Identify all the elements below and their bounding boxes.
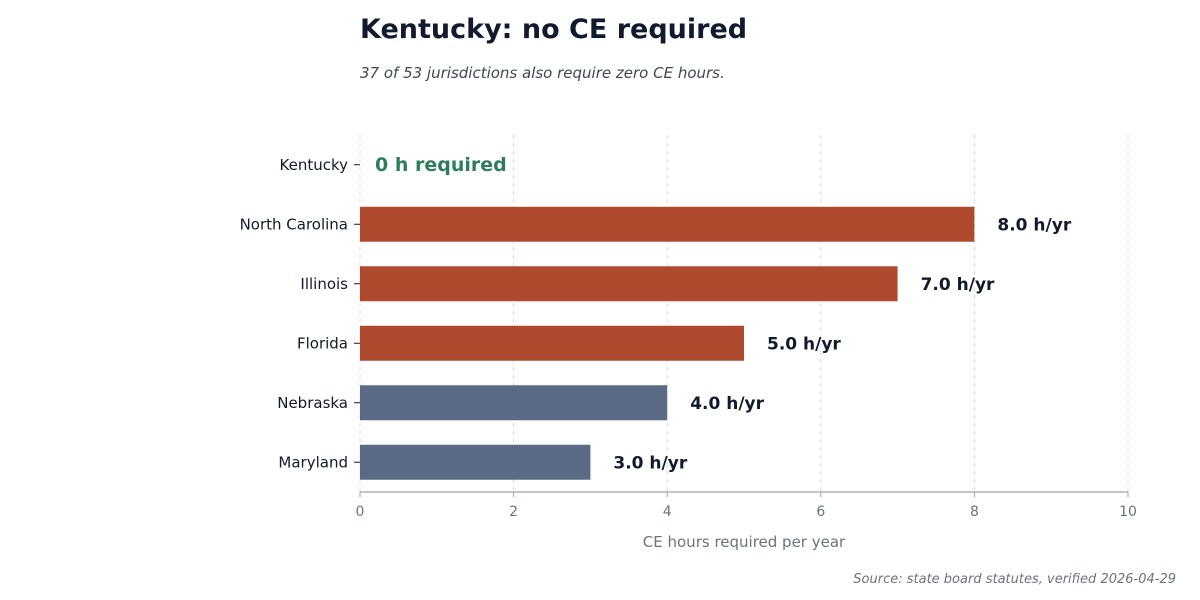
bar-value-label: 4.0 h/yr: [690, 394, 764, 414]
category-label: Illinois: [300, 275, 348, 293]
bar-value-label: 7.0 h/yr: [921, 275, 995, 295]
bar: [360, 385, 668, 421]
bar-value-label: 3.0 h/yr: [613, 453, 687, 473]
x-axis-label: CE hours required per year: [643, 533, 846, 551]
bar: [360, 325, 744, 361]
x-tick-label: 2: [509, 504, 518, 520]
category-label: Florida: [297, 334, 348, 352]
x-tick-label: 8: [970, 504, 979, 520]
bar: [360, 444, 591, 480]
x-tick-label: 10: [1119, 504, 1137, 520]
source-note: Source: state board statutes, verified 2…: [853, 572, 1176, 587]
x-tick-label: 0: [356, 504, 365, 520]
x-tick-label: 6: [816, 504, 825, 520]
bar-value-label: 5.0 h/yr: [767, 334, 841, 354]
bar: [360, 206, 975, 242]
category-label: Nebraska: [277, 394, 348, 412]
category-label: North Carolina: [240, 215, 348, 233]
category-label: Maryland: [278, 453, 348, 471]
chart-subtitle: 37 of 53 jurisdictions also require zero…: [360, 64, 725, 82]
bar-value-label: 0 h required: [375, 154, 507, 176]
bar: [360, 266, 898, 302]
chart-title: Kentucky: no CE required: [360, 14, 748, 45]
x-tick-label: 4: [663, 504, 672, 520]
category-label: Kentucky: [280, 156, 349, 174]
bar-value-label: 8.0 h/yr: [997, 215, 1071, 235]
